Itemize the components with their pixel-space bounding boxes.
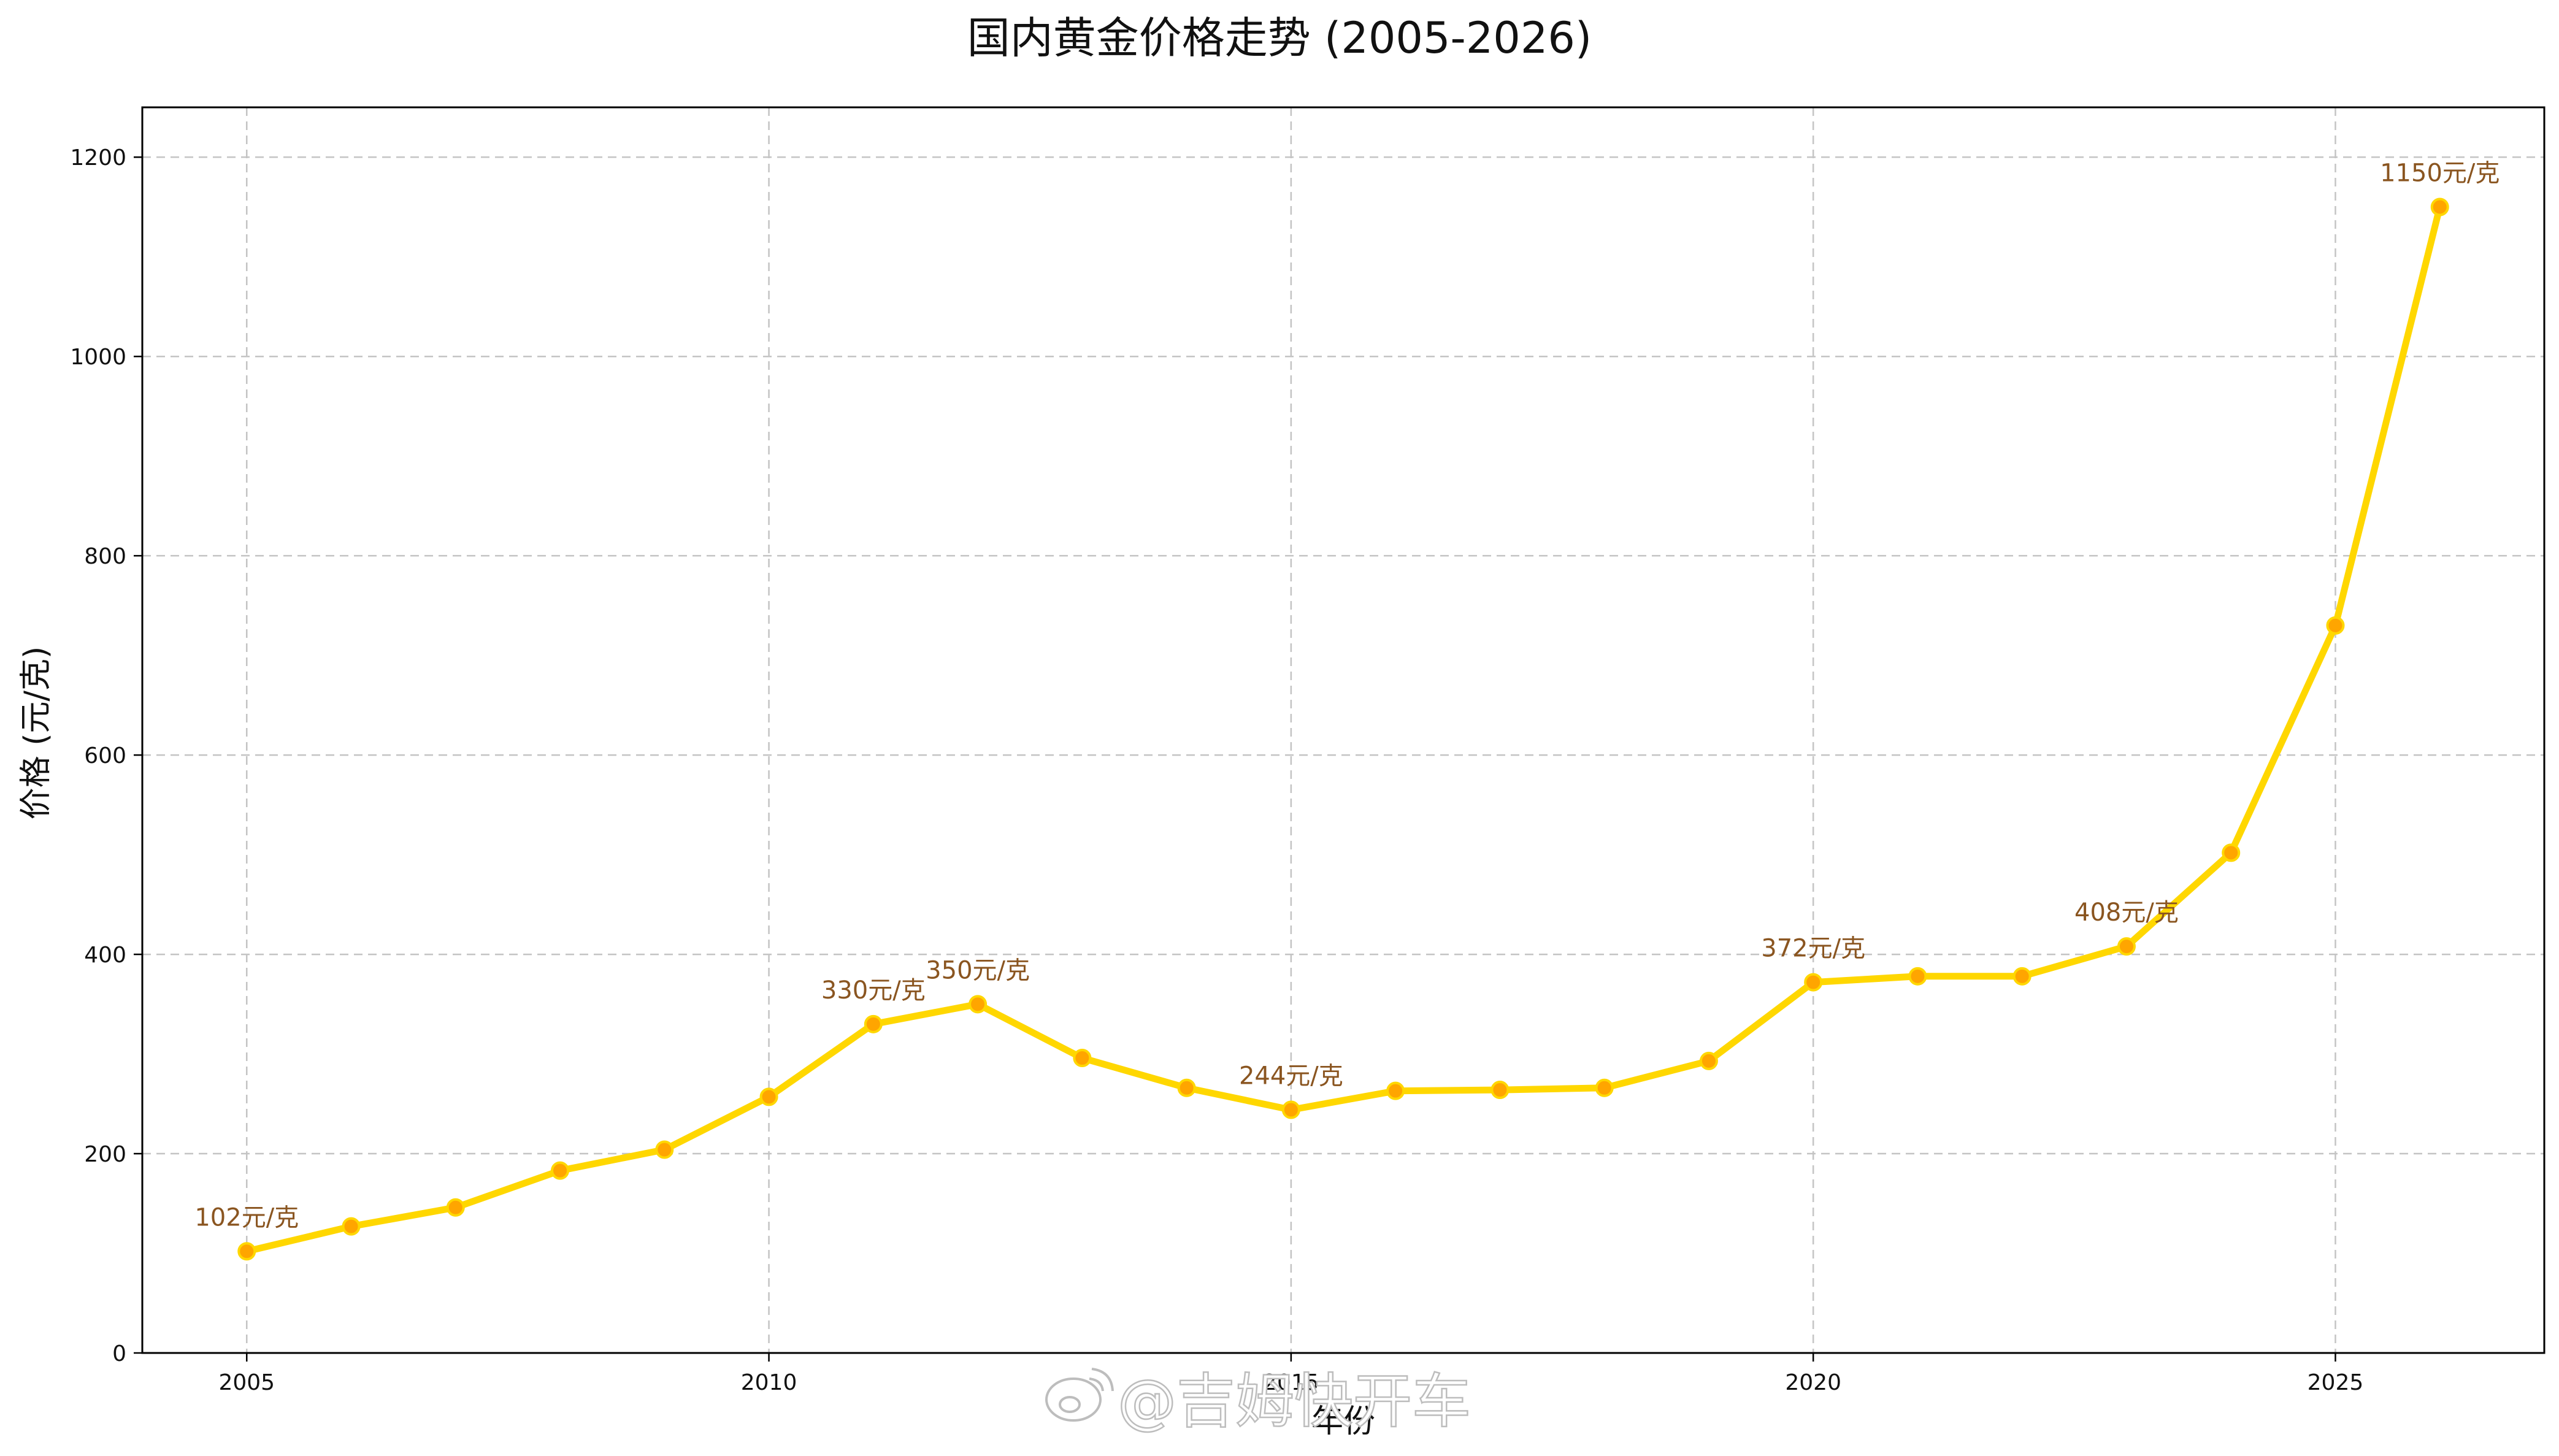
y-tick-label: 0 <box>112 1341 126 1366</box>
watermark-text: @吉姆快开车 <box>1118 1367 1471 1436</box>
x-tick-label: 2010 <box>741 1370 797 1395</box>
y-tick-label: 600 <box>84 743 126 768</box>
y-tick-label: 400 <box>84 943 126 968</box>
data-point <box>655 1140 674 1159</box>
data-point <box>969 995 988 1014</box>
x-axis-title: 年份 <box>1311 1403 1375 1440</box>
data-point <box>759 1087 778 1106</box>
data-point <box>1281 1100 1300 1119</box>
axis-ticks: 2005 2010 2015 2020 2025 0 200 400 600 800 1000 120… <box>70 145 2363 1395</box>
y-tick-label: 1000 <box>70 345 126 370</box>
point-annotation: 372元/克 <box>1761 935 1865 963</box>
plot-frame <box>141 106 2546 1354</box>
y-tick-label: 800 <box>84 544 126 569</box>
x-tick-label: 2020 <box>1785 1370 1841 1395</box>
point-annotation: 1150元/克 <box>2380 159 2500 187</box>
data-point <box>1177 1078 1196 1097</box>
point-annotation: 408元/克 <box>2074 899 2179 927</box>
point-annotation: 350元/克 <box>926 956 1030 984</box>
x-tick-label: 2025 <box>2308 1370 2364 1395</box>
chart-title: 国内黄金价格走势 (2005-2026) <box>967 13 1592 63</box>
data-point <box>237 1242 256 1261</box>
data-point <box>2222 843 2241 862</box>
data-point <box>1908 967 1927 986</box>
x-tick-label: 2015 <box>1263 1370 1319 1395</box>
point-annotation: 244元/克 <box>1239 1062 1343 1090</box>
x-tick-label: 2005 <box>218 1370 275 1395</box>
watermark: @吉姆快开车 <box>1045 1366 1471 1436</box>
data-point <box>2012 967 2031 986</box>
data-point <box>551 1161 570 1180</box>
y-tick-label: 1200 <box>70 145 126 171</box>
series-layer <box>237 197 2449 1261</box>
y-tick-label: 200 <box>84 1142 126 1167</box>
data-point <box>2117 937 2136 956</box>
data-point <box>2430 197 2449 216</box>
data-point <box>1491 1081 1510 1100</box>
y-axis-title: 价格 (元/克) <box>18 646 55 820</box>
data-point <box>1595 1078 1614 1097</box>
weibo-logo-icon <box>1045 1368 1114 1422</box>
price-series-line <box>243 204 2444 1255</box>
data-point <box>1804 973 1823 992</box>
data-point <box>342 1217 361 1236</box>
data-point <box>1386 1081 1405 1100</box>
data-point <box>1699 1051 1718 1070</box>
data-point <box>446 1198 465 1217</box>
data-point <box>2326 616 2345 635</box>
point-annotation: 102元/克 <box>194 1203 299 1232</box>
data-point <box>1073 1049 1092 1068</box>
point-annotation: 330元/克 <box>821 976 926 1005</box>
data-point <box>864 1014 883 1033</box>
